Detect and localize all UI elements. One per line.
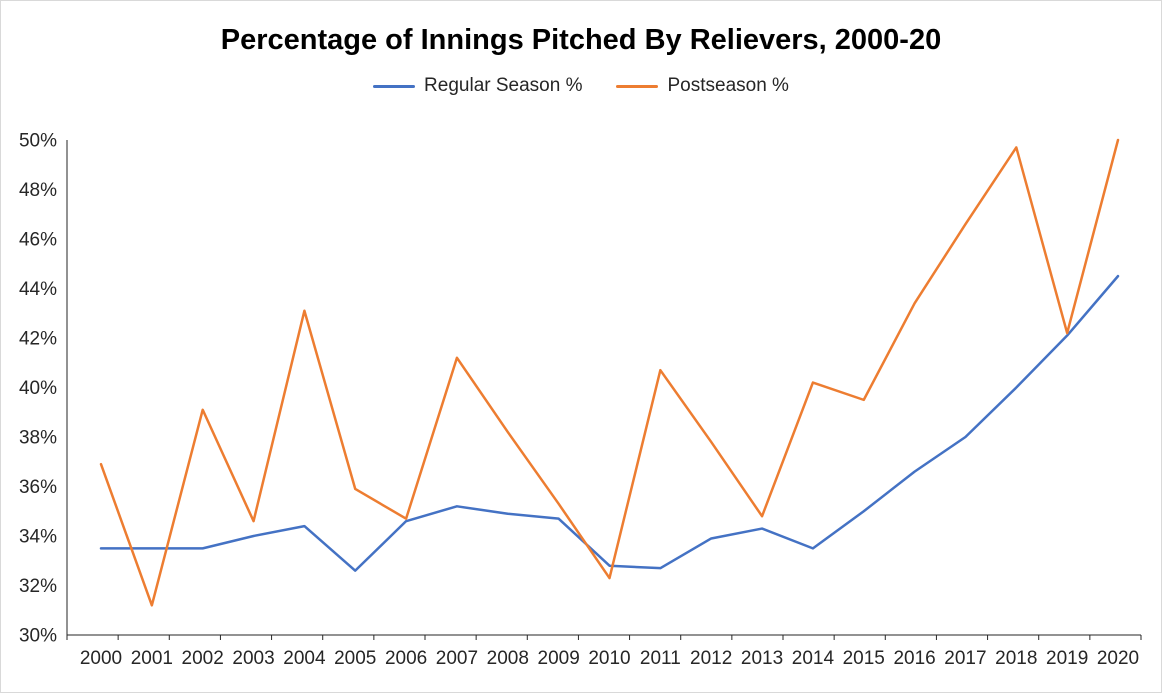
x-axis-tick-label: 2000	[80, 648, 122, 669]
legend-line-sample-postseason	[616, 84, 659, 88]
x-axis-tick-label: 2016	[893, 648, 935, 669]
y-axis-tick-label: 46%	[19, 230, 57, 251]
series-line-postseason	[99, 138, 1120, 607]
y-axis-tick-label: 36%	[19, 477, 57, 498]
legend-label-regular-season: Regular Season %	[424, 75, 583, 96]
x-axis-tick-label: 2013	[741, 648, 783, 669]
legend: Regular Season % Postseason %	[1, 74, 1161, 98]
x-axis-tick-label: 2004	[283, 648, 326, 669]
plot-area: 30% 32% 34% 36% 38% 40% 42% 44% 46% 48% 50% 2000 200…	[19, 131, 1142, 669]
x-axis-tick-label: 2015	[843, 648, 885, 669]
x-axis-tick-label: 2018	[995, 648, 1037, 669]
legend-line-sample-regular-season	[373, 84, 416, 88]
y-axis-tick-label: 50%	[19, 131, 57, 152]
x-axis-tick-label: 2020	[1097, 648, 1139, 669]
x-axis-tick-label: 2005	[334, 648, 376, 669]
x-axis-tick-label: 2014	[792, 648, 835, 669]
y-axis-tick-label: 40%	[19, 378, 57, 399]
x-axis-tick-label: 2019	[1046, 648, 1088, 669]
y-axis-tick-label: 34%	[19, 527, 57, 548]
x-axis-tick-label: 2001	[131, 648, 173, 669]
chart-title: Percentage of Innings Pitched By Relieve…	[220, 24, 942, 56]
legend-item-regular-season: Regular Season %	[373, 75, 582, 97]
x-axis-tick-label: 2009	[538, 648, 580, 669]
x-axis-tick-label: 2006	[385, 648, 427, 669]
y-axis-tick-label: 48%	[19, 180, 57, 201]
x-axis-tick-label: 2003	[232, 648, 274, 669]
legend-label-postseason: Postseason %	[667, 75, 789, 96]
legend-item-postseason: Postseason %	[616, 75, 789, 97]
x-axis-tick-label: 2011	[640, 648, 681, 669]
x-axis-tick-label: 2010	[588, 648, 630, 669]
x-axis-tick-label: 2007	[436, 648, 478, 669]
y-axis-tick-label: 32%	[19, 576, 57, 597]
x-axis-tick-label: 2017	[944, 648, 986, 669]
x-axis-tick-label: 2002	[182, 648, 224, 669]
y-axis-tick-label: 30%	[19, 626, 57, 647]
series-line-regular-season	[99, 274, 1120, 572]
y-axis-tick-label: 42%	[19, 329, 57, 350]
y-axis-tick-label: 38%	[19, 428, 57, 449]
x-axis-tick-label: 2012	[690, 648, 732, 669]
y-axis-tick-label: 44%	[19, 279, 57, 300]
x-axis-tick-label: 2008	[487, 648, 529, 669]
